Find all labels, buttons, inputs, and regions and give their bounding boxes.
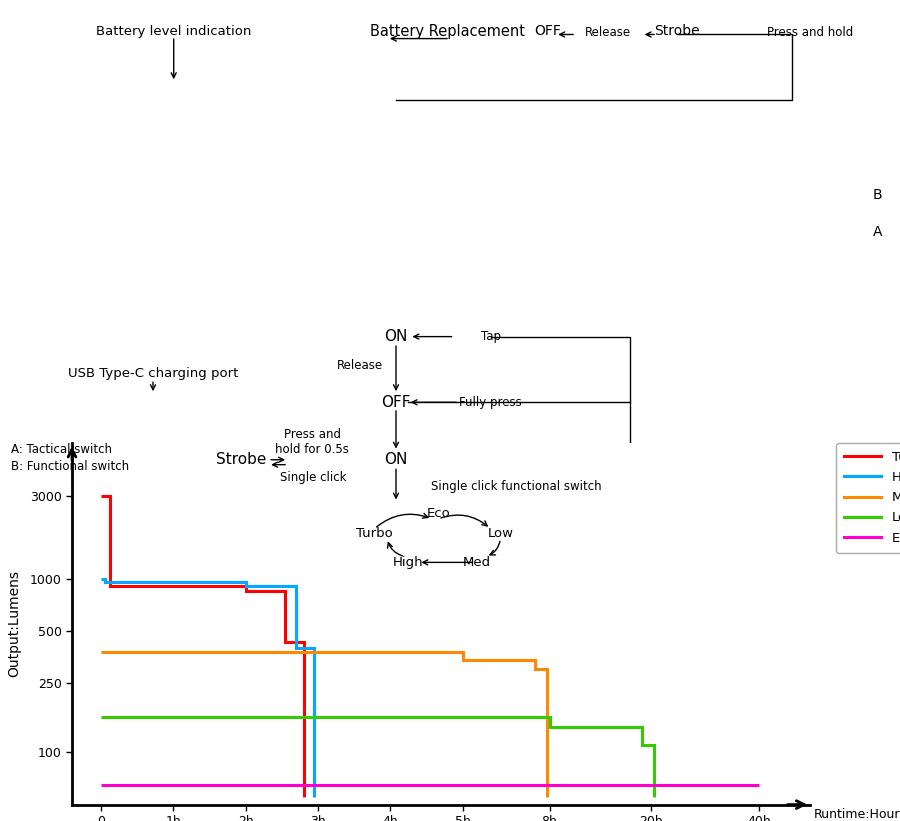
Text: Battery level indication: Battery level indication: [96, 25, 251, 38]
Text: B: Functional switch: B: Functional switch: [11, 460, 129, 473]
Text: Med: Med: [463, 556, 491, 569]
Text: Fully press: Fully press: [459, 396, 522, 409]
Text: Strobe: Strobe: [654, 24, 699, 39]
Text: Runtime:Hours: Runtime:Hours: [814, 808, 900, 821]
Text: A: A: [873, 224, 882, 239]
Text: Release: Release: [584, 26, 631, 39]
Text: Single click functional switch: Single click functional switch: [431, 480, 602, 493]
Text: Press and
hold for 0.5s: Press and hold for 0.5s: [275, 428, 349, 456]
Text: High: High: [392, 556, 423, 569]
Text: ON: ON: [384, 329, 408, 344]
Text: Low: Low: [488, 527, 513, 540]
Text: ON: ON: [384, 452, 408, 467]
Text: USB Type-C charging port: USB Type-C charging port: [68, 367, 238, 380]
Text: Release: Release: [337, 359, 383, 372]
Text: Press and hold: Press and hold: [767, 26, 853, 39]
Text: OFF: OFF: [382, 395, 410, 410]
Y-axis label: Output:Lumens: Output:Lumens: [7, 571, 22, 677]
Text: A: Tactical switch: A: Tactical switch: [11, 443, 112, 456]
Legend: Turbo, High, Mid, Low, Eco: Turbo, High, Mid, Low, Eco: [836, 443, 900, 553]
Text: Eco: Eco: [427, 507, 450, 520]
Text: B: B: [873, 188, 882, 203]
Text: Tap: Tap: [481, 330, 500, 343]
Text: Battery Replacement: Battery Replacement: [370, 24, 525, 39]
Text: OFF: OFF: [535, 24, 562, 39]
Text: Strobe: Strobe: [216, 452, 266, 467]
Text: Turbo: Turbo: [356, 527, 392, 540]
Text: Single click: Single click: [280, 471, 346, 484]
